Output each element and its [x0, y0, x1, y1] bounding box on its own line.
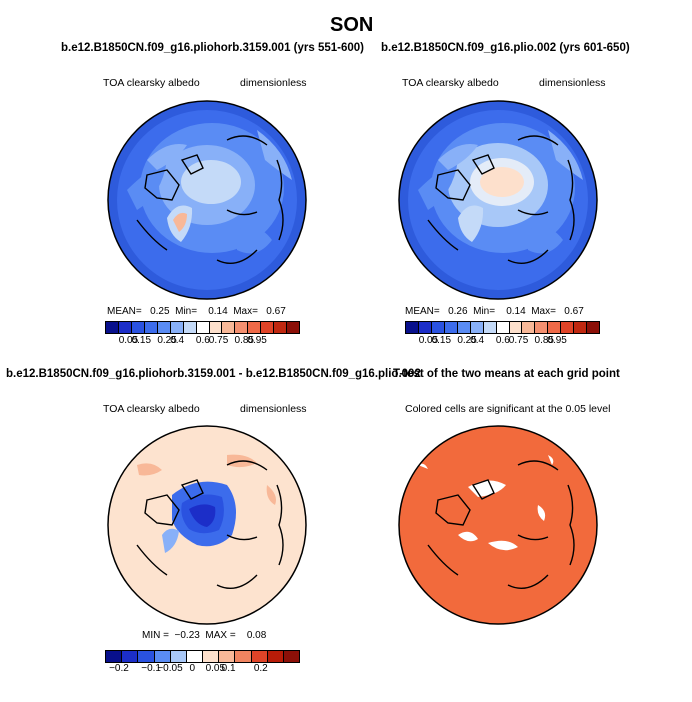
colorbar-panel1-swatch [274, 322, 288, 333]
colorbar-panel2-tick-label: 0.95 [547, 335, 567, 346]
colorbar-panel2-swatch [431, 322, 445, 333]
colorbar-panel3-tick-label: 0.05 [205, 663, 226, 674]
colorbar-panel3 [105, 650, 300, 663]
colorbar-panel2-swatch [561, 322, 575, 333]
colorbar-panel2-tick-label: 0.25 [457, 335, 477, 346]
panel1-variable-label: TOA clearsky albedo [103, 77, 200, 89]
colorbar-panel3-tick-label: 0.2 [253, 663, 268, 674]
panel1-units-label: dimensionless [240, 77, 307, 89]
panel3-units-label: dimensionless [240, 403, 307, 415]
colorbar-panel2-swatch [496, 322, 510, 333]
colorbar-panel2-swatch [574, 322, 588, 333]
colorbar-panel2-tick-label: 0.4 [470, 335, 485, 346]
colorbar-panel3-swatch [186, 651, 204, 662]
colorbar-panel3-swatch [106, 651, 123, 662]
colorbar-panel1 [105, 321, 300, 334]
panel2-title: b.e12.B1850CN.f09_g16.plio.002 (yrs 601-… [381, 42, 630, 54]
panel2-stats: MEAN= 0.26 Min= 0.14 Max= 0.67 [405, 306, 584, 317]
colorbar-panel2-tick-label: 0.15 [431, 335, 452, 346]
colorbar-panel1-swatch [106, 322, 119, 333]
colorbar-panel1-tick-label: 0.15 [131, 335, 152, 346]
colorbar-panel1-swatch [261, 322, 275, 333]
colorbar-panel1-swatch [157, 322, 171, 333]
colorbar-panel3-swatch [251, 651, 268, 662]
colorbar-panel3-swatch [235, 651, 252, 662]
colorbar-panel1-swatch [222, 322, 236, 333]
colorbar-panel3-tick-label: −0.2 [109, 663, 129, 674]
colorbar-panel1-swatch [144, 322, 158, 333]
colorbar-panel1-swatch [287, 322, 300, 333]
colorbar-panel2 [405, 321, 600, 334]
panel2-variable-label: TOA clearsky albedo [402, 77, 499, 89]
colorbar-panel2-tick-label: 0.75 [508, 335, 529, 346]
colorbar-panel2-swatch [509, 322, 523, 333]
colorbar-panel1-tick-label: 0.85 [234, 335, 254, 346]
colorbar-panel3-swatch [267, 651, 284, 662]
colorbar-panel3-tick-label: 0 [189, 663, 196, 674]
panel3-title: b.e12.B1850CN.f09_g16.pliohorb.3159.001 … [6, 368, 421, 380]
colorbar-panel2-tick-label: 0.85 [534, 335, 554, 346]
colorbar-panel2-swatch [457, 322, 471, 333]
colorbar-panel2-swatch [470, 322, 484, 333]
colorbar-panel2-swatch [587, 322, 600, 333]
colorbar-panel2-swatch [444, 322, 458, 333]
colorbar-panel3-tick-label: −0.05 [157, 663, 183, 674]
colorbar-panel2-swatch [418, 322, 432, 333]
map-panel3 [107, 425, 307, 625]
panel3-variable-label: TOA clearsky albedo [103, 403, 200, 415]
colorbar-panel3-swatch [122, 651, 139, 662]
colorbar-panel1-swatch [170, 322, 184, 333]
panel1-title: b.e12.B1850CN.f09_g16.pliohorb.3159.001 … [61, 42, 364, 54]
colorbar-panel1-tick-label: 0.95 [247, 335, 267, 346]
panel3-stats: MIN = −0.23 MAX = 0.08 [142, 630, 267, 641]
main-title: SON [330, 14, 374, 36]
map-panel2 [398, 100, 598, 300]
colorbar-panel1-swatch [235, 322, 249, 333]
panel4-title: T-test of the two means at each grid poi… [393, 368, 620, 380]
map-panel4 [398, 425, 598, 625]
map-panel1 [107, 100, 307, 300]
panel4-caption: Colored cells are significant at the 0.0… [405, 403, 611, 415]
colorbar-panel1-tick-label: 0.4 [170, 335, 185, 346]
colorbar-panel3-swatch [283, 651, 300, 662]
colorbar-panel3-tick-label: 0.1 [221, 663, 236, 674]
colorbar-panel3-swatch [170, 651, 187, 662]
colorbar-panel1-swatch [131, 322, 145, 333]
colorbar-panel2-swatch [406, 322, 419, 333]
colorbar-panel2-swatch [548, 322, 562, 333]
colorbar-panel1-tick-label: 0.75 [208, 335, 229, 346]
colorbar-panel3-tick-label: −0.1 [141, 663, 161, 674]
colorbar-panel1-swatch [183, 322, 197, 333]
colorbar-panel2-tick-label: 0.05 [418, 335, 439, 346]
colorbar-panel3-swatch [203, 651, 220, 662]
colorbar-panel2-swatch [483, 322, 497, 333]
colorbar-panel1-tick-label: 0.6 [195, 335, 210, 346]
colorbar-panel2-swatch [522, 322, 536, 333]
colorbar-panel3-swatch [154, 651, 171, 662]
colorbar-panel1-tick-label: 0.05 [118, 335, 139, 346]
colorbar-panel1-swatch [248, 322, 262, 333]
colorbar-panel2-swatch [535, 322, 549, 333]
colorbar-panel2-tick-label: 0.6 [495, 335, 510, 346]
colorbar-panel1-tick-label: 0.25 [157, 335, 177, 346]
colorbar-panel1-swatch [209, 322, 223, 333]
colorbar-panel3-swatch [138, 651, 155, 662]
colorbar-panel3-swatch [219, 651, 236, 662]
colorbar-panel1-swatch [196, 322, 210, 333]
panel1-stats: MEAN= 0.25 Min= 0.14 Max= 0.67 [107, 306, 286, 317]
panel2-units-label: dimensionless [539, 77, 606, 89]
colorbar-panel1-swatch [118, 322, 132, 333]
